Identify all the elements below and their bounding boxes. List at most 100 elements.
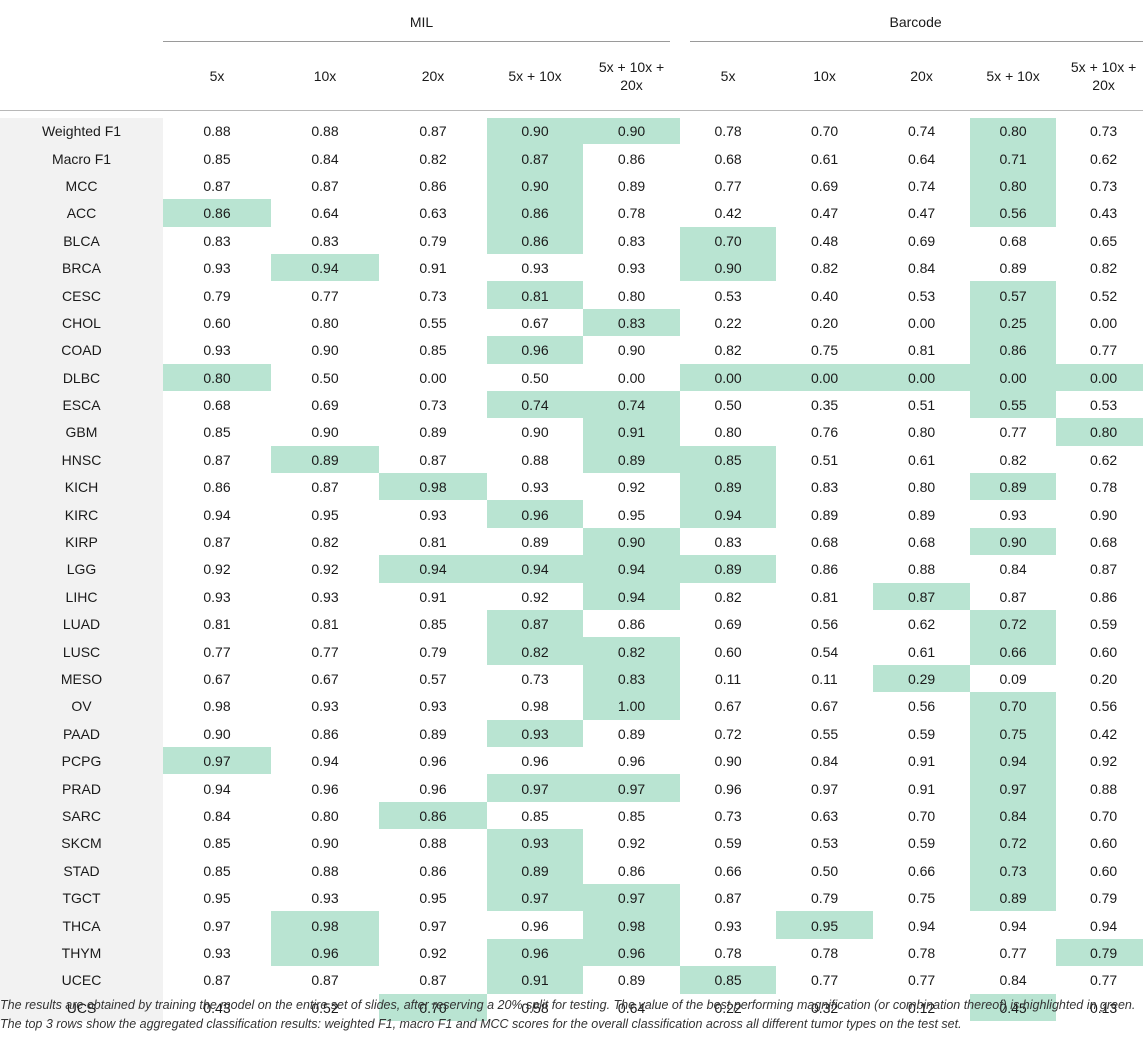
value-cell: 0.68: [810, 534, 839, 551]
value-cell: 0.90: [617, 342, 646, 359]
table-row: PRAD 0.94 0.96 0.96 0.97 0.97 0.96 0.97 0.91 0.97…: [0, 774, 1143, 802]
value-cell: 0.87: [419, 123, 447, 140]
header-bottom-rule: [0, 110, 1143, 111]
value-cell: 0.93: [203, 342, 231, 359]
value-cell: 0.70: [1089, 807, 1118, 824]
value-cell: 0.78: [714, 944, 742, 961]
value-cell: 0.87: [311, 972, 339, 989]
value-cell: 0.82: [810, 260, 839, 277]
value-cell: 0.79: [419, 643, 447, 660]
value-cell: 0.87: [203, 534, 231, 551]
row-label: BRCA: [0, 253, 163, 282]
value-cell: 0.64: [907, 150, 936, 167]
best-value-cell: 0.86: [379, 801, 487, 830]
value-cell: 0.61: [810, 150, 839, 167]
best-value-cell: 0.00: [776, 363, 874, 391]
row-label: PRAD: [0, 774, 163, 802]
value-cell: 0.94: [203, 780, 231, 797]
value-cell: 0.80: [714, 424, 742, 441]
row-label: Macro F1: [0, 144, 163, 172]
best-value-cell: 0.00: [1056, 363, 1143, 391]
magnification-header: 5x + 10x: [508, 68, 562, 84]
table-row: THYM 0.93 0.96 0.92 0.96 0.96 0.78 0.78 0.78 0.77…: [0, 938, 1143, 967]
magnification-header: 5x: [209, 68, 225, 84]
value-cell: 0.77: [810, 972, 839, 989]
value-cell: 0.12: [907, 999, 936, 1016]
value-cell: 0.56: [810, 616, 839, 633]
value-cell: 0.91: [907, 753, 936, 770]
value-cell: 0.77: [203, 643, 231, 660]
table-row: CHOL 0.60 0.80 0.55 0.67 0.83 0.22 0.20 0.00 0.25…: [0, 308, 1143, 337]
value-cell: 0.59: [907, 835, 936, 852]
value-cell: 0.66: [907, 862, 936, 879]
value-cell: 0.92: [419, 944, 447, 961]
value-cell: 0.89: [617, 972, 646, 989]
value-cell: 0.74: [907, 123, 936, 140]
best-value-cell: 0.89: [970, 883, 1057, 912]
value-cell: 0.81: [810, 588, 839, 605]
row-label: HNSC: [0, 445, 163, 474]
value-cell: 0.81: [203, 616, 231, 633]
value-cell: 0.85: [203, 424, 231, 441]
best-value-cell: 0.94: [583, 555, 681, 583]
table-row: COAD 0.93 0.90 0.85 0.96 0.90 0.82 0.75 0.81 0.86…: [0, 336, 1143, 364]
value-cell: 0.68: [1089, 534, 1118, 551]
value-cell: 0.94: [907, 917, 936, 934]
value-cell: 0.93: [203, 588, 231, 605]
value-cell: 0.93: [617, 260, 646, 277]
best-value-cell: 0.97: [970, 774, 1057, 802]
value-cell: 0.55: [810, 725, 839, 742]
value-cell: 0.89: [419, 725, 447, 742]
table-row: PCPG 0.97 0.94 0.96 0.96 0.96 0.90 0.84 0.91 0.94…: [0, 746, 1143, 775]
value-cell: 0.87: [1089, 561, 1118, 578]
best-value-cell: 0.89: [680, 473, 777, 501]
best-value-cell: 0.74: [583, 390, 681, 419]
value-cell: 0.58: [521, 999, 549, 1016]
value-cell: 0.79: [1089, 890, 1118, 907]
value-cell: 0.86: [617, 616, 646, 633]
table-row: OV 0.98 0.93 0.93 0.98 1.00 0.67 0.67 0.56 0.70 0.…: [0, 692, 1143, 720]
value-cell: 0.11: [811, 671, 838, 687]
value-cell: 0.80: [311, 807, 339, 824]
value-cell: 0.85: [419, 342, 447, 359]
value-cell: 0.40: [810, 287, 839, 304]
table-row: SKCM 0.85 0.90 0.88 0.93 0.92 0.59 0.53 0.59 0.72…: [0, 829, 1143, 857]
value-cell: 0.53: [714, 287, 742, 304]
magnification-header: 5x + 10x + 20x: [598, 59, 665, 93]
row-label: KICH: [0, 473, 163, 501]
value-cell: 0.69: [311, 397, 339, 414]
value-cell: 0.59: [1089, 616, 1118, 633]
value-cell: 0.87: [419, 451, 447, 468]
best-value-cell: 0.87: [487, 144, 583, 172]
value-cell: 0.68: [203, 397, 231, 414]
value-cell: 0.75: [907, 890, 936, 907]
row-label: KIRP: [0, 527, 163, 556]
value-cell: 0.96: [521, 917, 549, 934]
best-value-cell: 0.93: [487, 829, 583, 857]
value-cell: 0.93: [714, 917, 742, 934]
best-value-cell: 0.96: [583, 938, 681, 967]
value-cell: 0.89: [419, 424, 447, 441]
value-cell: 0.43: [1089, 205, 1118, 222]
value-cell: 0.67: [521, 314, 549, 331]
value-cell: 0.63: [419, 205, 447, 222]
value-cell: 0.79: [810, 890, 839, 907]
value-cell: 0.77: [311, 643, 339, 660]
table-row: CESC 0.79 0.77 0.73 0.81 0.80 0.53 0.40 0.53 0.57…: [0, 281, 1143, 309]
best-value-cell: 0.86: [487, 226, 583, 254]
value-cell: 0.80: [907, 424, 936, 441]
value-cell: 0.95: [203, 890, 231, 907]
best-value-cell: 0.98: [271, 911, 379, 939]
best-value-cell: 0.71: [970, 144, 1057, 172]
value-cell: 0.77: [907, 972, 936, 989]
value-cell: 0.92: [617, 835, 646, 852]
table-row: HNSC 0.87 0.89 0.87 0.88 0.89 0.85 0.51 0.61 0.82…: [0, 445, 1143, 474]
best-value-cell: 0.70: [680, 226, 777, 254]
value-cell: 0.86: [419, 177, 447, 194]
best-value-cell: 0.90: [680, 253, 777, 282]
value-cell: 0.93: [203, 944, 231, 961]
value-cell: 0.86: [311, 725, 339, 742]
best-value-cell: 0.97: [163, 746, 271, 775]
magnification-header-row: 5x 10x 20x 5x + 10x 5x + 10x + 20x 5x 10x 20x 5x…: [0, 42, 1143, 110]
row-label: SKCM: [0, 829, 163, 857]
